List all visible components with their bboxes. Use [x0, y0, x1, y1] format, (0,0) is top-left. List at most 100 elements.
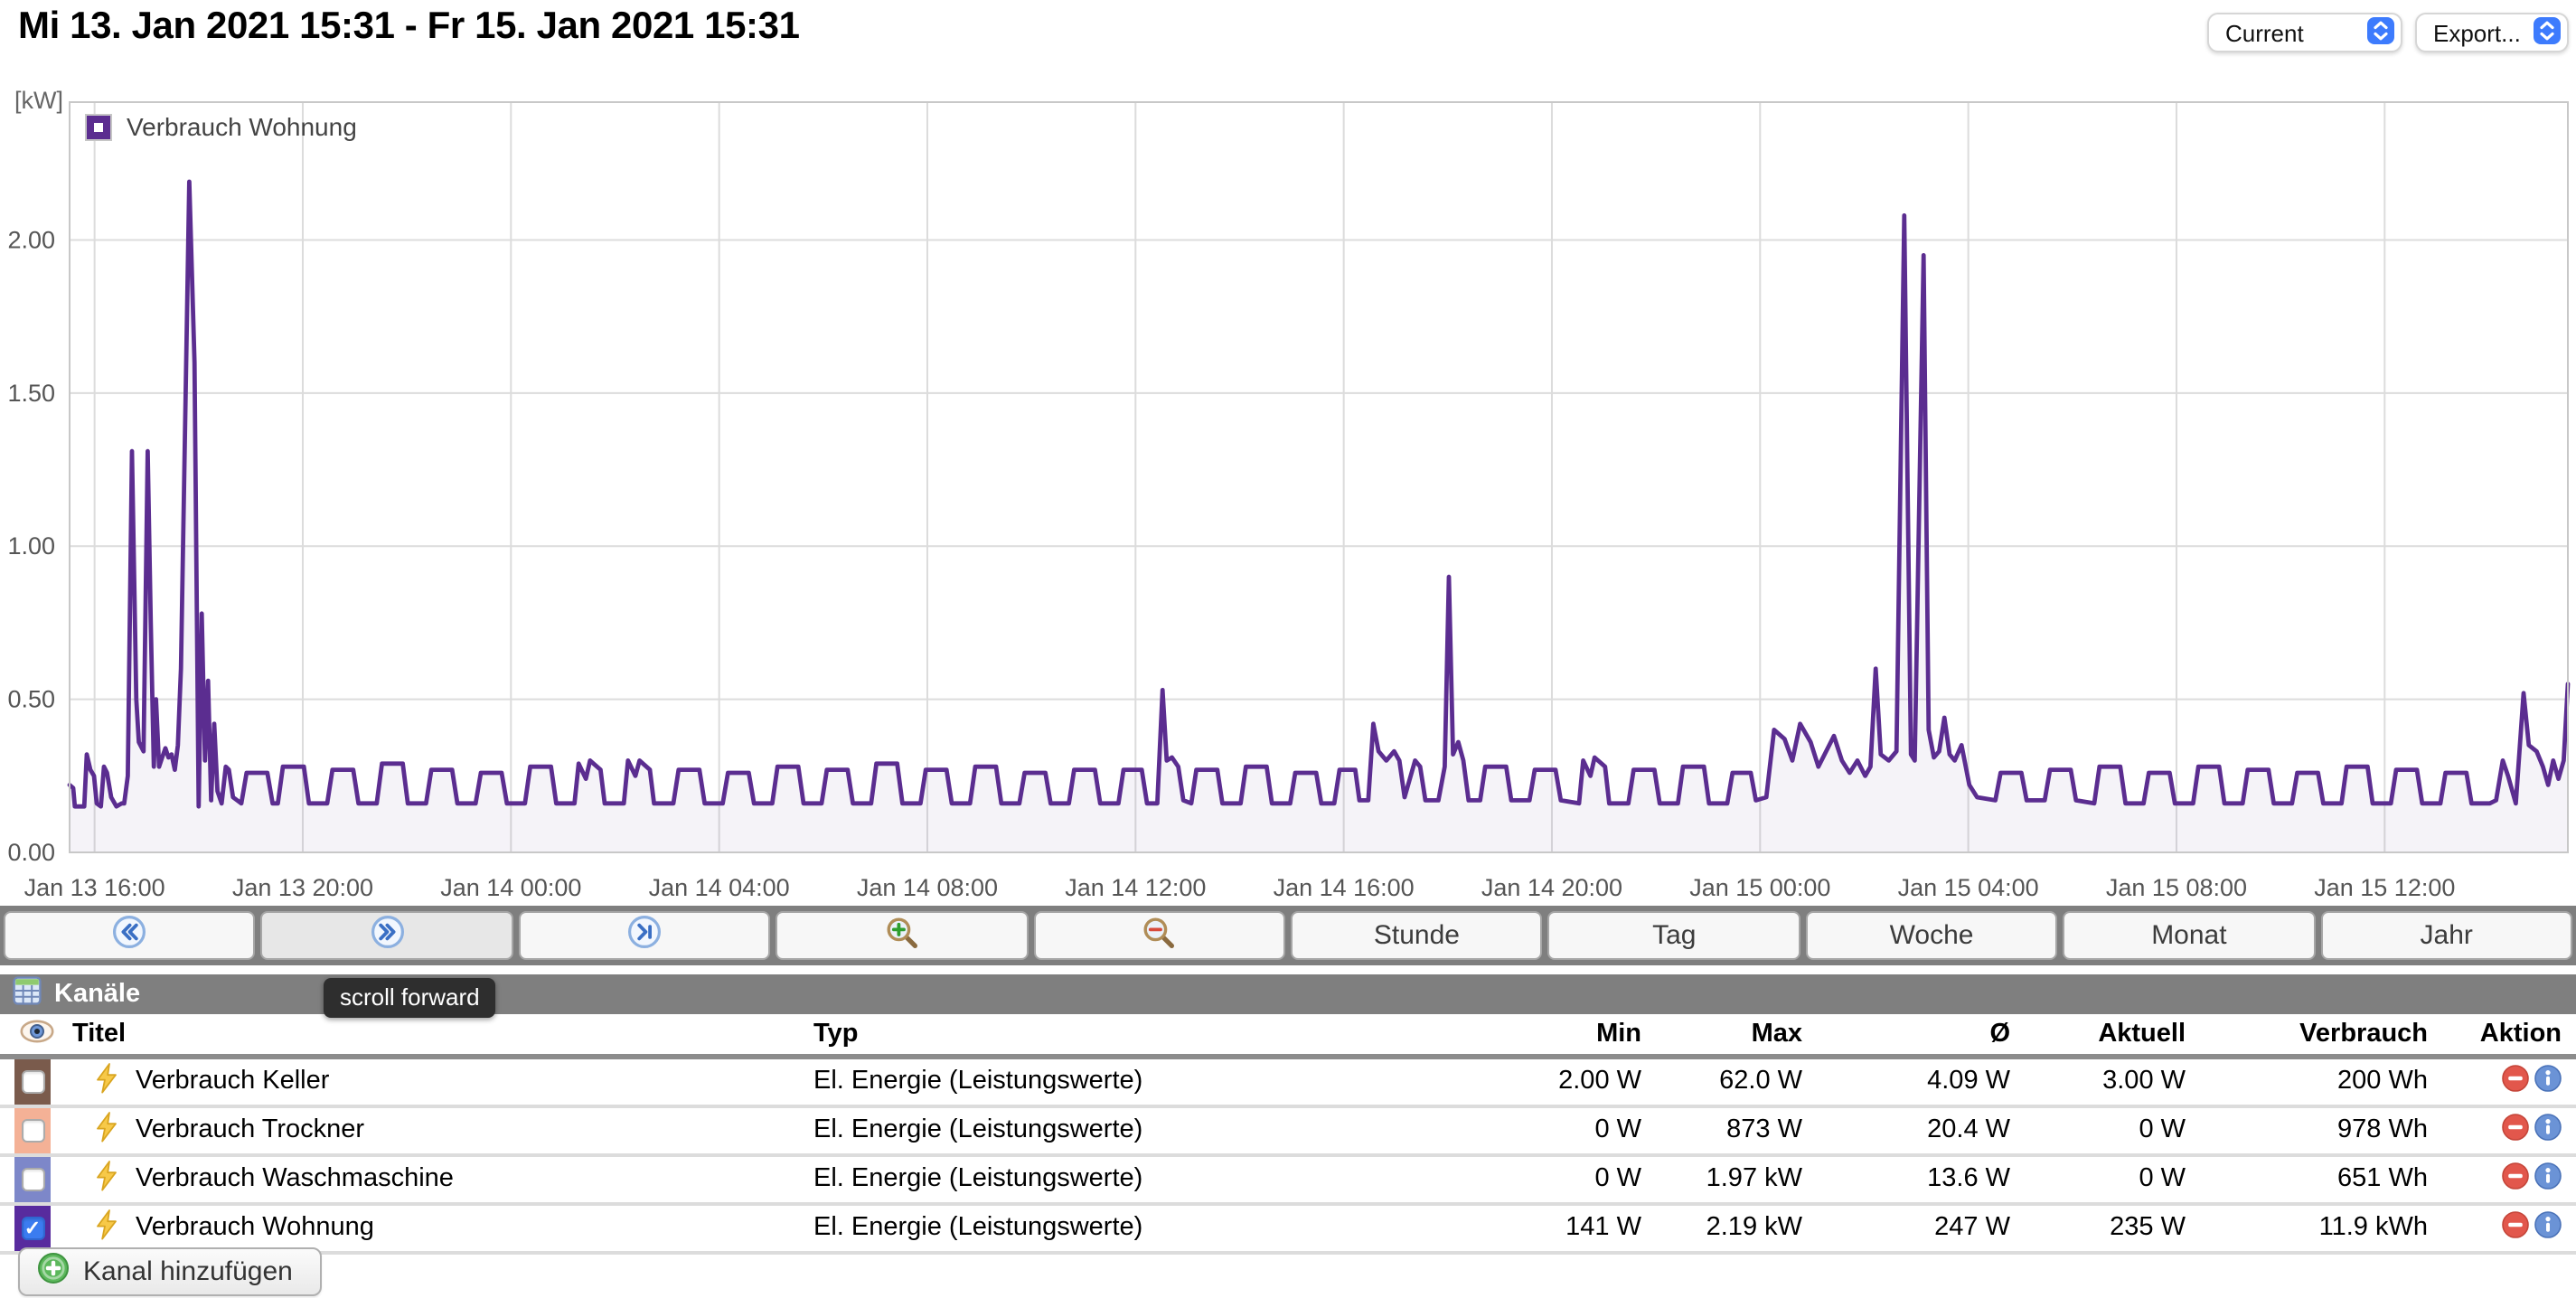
- legend-swatch: [85, 113, 112, 140]
- col-typ: Typ: [813, 1016, 1377, 1058]
- channel-min: 141 W: [1377, 1203, 1652, 1254]
- channel-info-icon[interactable]: [2534, 1210, 2562, 1245]
- interval-year-button[interactable]: Jahr: [2320, 911, 2573, 960]
- channel-type: El. Energie (Leistungswerte): [813, 1154, 1377, 1205]
- channel-avg: 4.09 W: [1813, 1056, 2021, 1107]
- col-aktuell: Aktuell: [2021, 1016, 2196, 1058]
- lightning-bolt-icon: [94, 1111, 119, 1149]
- interval-week-button[interactable]: Woche: [1805, 911, 2058, 960]
- svg-text:Jan 14 04:00: Jan 14 04:00: [649, 874, 790, 900]
- channels-table-header-row: Titel Typ Min Max Ø Aktuell Verbrauch Ak…: [0, 1016, 2576, 1058]
- zoom-in-icon: [884, 914, 920, 957]
- col-verbrauch: Verbrauch: [2196, 1016, 2439, 1058]
- table-row: Verbrauch Keller El. Energie (Leistungsw…: [0, 1056, 2576, 1107]
- y-axis-unit-label: [kW]: [14, 87, 63, 114]
- legend-label: Verbrauch Wohnung: [127, 112, 357, 141]
- channel-color-cell: ✓: [14, 1205, 51, 1250]
- table-row: ✓ Verbrauch Wohnung El. Energie (Leistun…: [0, 1203, 2576, 1254]
- col-max: Max: [1652, 1016, 1813, 1058]
- zoom-in-button[interactable]: [776, 911, 1029, 960]
- view-mode-select[interactable]: Current: [2207, 13, 2402, 52]
- channel-current: 0 W: [2021, 1154, 2196, 1205]
- add-channel-label: Kanal hinzufügen: [83, 1256, 293, 1287]
- channel-color-cell: [14, 1107, 51, 1152]
- channel-min: 0 W: [1377, 1105, 1652, 1156]
- remove-channel-icon[interactable]: [2502, 1162, 2529, 1196]
- channel-info-icon[interactable]: [2534, 1113, 2562, 1147]
- channel-current: 3.00 W: [2021, 1056, 2196, 1107]
- svg-text:0.00: 0.00: [7, 839, 55, 866]
- svg-text:0.50: 0.50: [7, 686, 55, 713]
- channel-visible-checkbox[interactable]: [21, 1069, 44, 1093]
- channel-min: 2.00 W: [1377, 1056, 1652, 1107]
- interval-day-button[interactable]: Tag: [1547, 911, 1800, 960]
- jump-latest-button[interactable]: [518, 911, 771, 960]
- svg-text:Jan 14 12:00: Jan 14 12:00: [1065, 874, 1206, 900]
- channel-visible-checkbox[interactable]: [21, 1167, 44, 1190]
- channels-table: Titel Typ Min Max Ø Aktuell Verbrauch Ak…: [0, 1016, 2576, 1254]
- col-avg: Ø: [1813, 1016, 2021, 1058]
- channel-title: Verbrauch Wohnung: [136, 1213, 374, 1242]
- channel-type: El. Energie (Leistungswerte): [813, 1056, 1377, 1107]
- channel-color-cell: [14, 1058, 51, 1104]
- channel-title: Verbrauch Waschmaschine: [136, 1164, 454, 1193]
- remove-channel-icon[interactable]: [2502, 1064, 2529, 1098]
- scroll-back-button[interactable]: [4, 911, 256, 960]
- svg-text:1.00: 1.00: [7, 532, 55, 560]
- page-title: Mi 13. Jan 2021 15:31 - Fr 15. Jan 2021 …: [18, 5, 800, 47]
- channels-section-title: Kanäle: [54, 980, 141, 1009]
- channel-avg: 13.6 W: [1813, 1154, 2021, 1205]
- zoom-out-icon: [1142, 914, 1178, 957]
- channel-min: 0 W: [1377, 1154, 1652, 1205]
- chart-plot-area[interactable]: Jan 13 16:00 Jan 13 20:00 Jan 14 00:00 Jan …: [0, 83, 2576, 901]
- col-aktion: Aktion: [2439, 1016, 2576, 1058]
- channel-visible-checkbox[interactable]: ✓: [21, 1216, 44, 1239]
- scroll-forward-icon: [370, 915, 404, 956]
- add-channel-button[interactable]: Kanal hinzufügen: [18, 1247, 322, 1296]
- svg-text:Jan 15 00:00: Jan 15 00:00: [1689, 874, 1830, 900]
- remove-channel-icon[interactable]: [2502, 1210, 2529, 1245]
- lightning-bolt-icon: [94, 1160, 119, 1198]
- channel-consumption: 978 Wh: [2196, 1105, 2439, 1156]
- select-chevrons-icon: [2366, 15, 2395, 50]
- chart-legend: Verbrauch Wohnung: [85, 112, 357, 141]
- svg-text:Jan 15 12:00: Jan 15 12:00: [2314, 874, 2455, 900]
- remove-channel-icon[interactable]: [2502, 1113, 2529, 1147]
- channel-current: 0 W: [2021, 1105, 2196, 1156]
- svg-text:Jan 14 16:00: Jan 14 16:00: [1274, 874, 1415, 900]
- channel-max: 1.97 kW: [1652, 1154, 1813, 1205]
- col-min: Min: [1377, 1016, 1652, 1058]
- svg-text:2.00: 2.00: [7, 226, 55, 253]
- export-select-value: Export...: [2433, 19, 2521, 46]
- channel-max: 2.19 kW: [1652, 1203, 1813, 1254]
- table-row: Verbrauch Waschmaschine El. Energie (Lei…: [0, 1154, 2576, 1205]
- channel-title: Verbrauch Keller: [136, 1067, 330, 1096]
- svg-text:Jan 14 00:00: Jan 14 00:00: [440, 874, 581, 900]
- scroll-forward-button[interactable]: [260, 911, 513, 960]
- channel-avg: 247 W: [1813, 1203, 2021, 1254]
- zoom-out-button[interactable]: [1033, 911, 1286, 960]
- export-select[interactable]: Export...: [2415, 13, 2569, 52]
- channel-visible-checkbox[interactable]: [21, 1118, 44, 1142]
- view-mode-select-value: Current: [2225, 19, 2304, 46]
- interval-month-button[interactable]: Monat: [2063, 911, 2316, 960]
- channel-info-icon[interactable]: [2534, 1162, 2562, 1196]
- channel-consumption: 200 Wh: [2196, 1056, 2439, 1107]
- channel-max: 62.0 W: [1652, 1056, 1813, 1107]
- svg-text:Jan 15 04:00: Jan 15 04:00: [1898, 874, 2039, 900]
- channel-max: 873 W: [1652, 1105, 1813, 1156]
- svg-text:Jan 13 20:00: Jan 13 20:00: [232, 874, 373, 900]
- lightning-bolt-icon: [94, 1062, 119, 1100]
- header-selects: Current Export...: [2207, 13, 2569, 52]
- channel-type: El. Energie (Leistungswerte): [813, 1203, 1377, 1254]
- channel-info-icon[interactable]: [2534, 1064, 2562, 1098]
- svg-text:Jan 13 16:00: Jan 13 16:00: [24, 874, 165, 900]
- visibility-eye-icon[interactable]: [19, 1020, 53, 1050]
- consumption-chart[interactable]: [kW] Jan 13 16:00 Jan 13 20:00 Jan 14 00:0…: [0, 83, 2576, 901]
- channel-color-cell: [14, 1156, 51, 1201]
- channel-consumption: 651 Wh: [2196, 1154, 2439, 1205]
- interval-hour-button[interactable]: Stunde: [1291, 911, 1543, 960]
- channel-avg: 20.4 W: [1813, 1105, 2021, 1156]
- jump-latest-icon: [627, 915, 662, 956]
